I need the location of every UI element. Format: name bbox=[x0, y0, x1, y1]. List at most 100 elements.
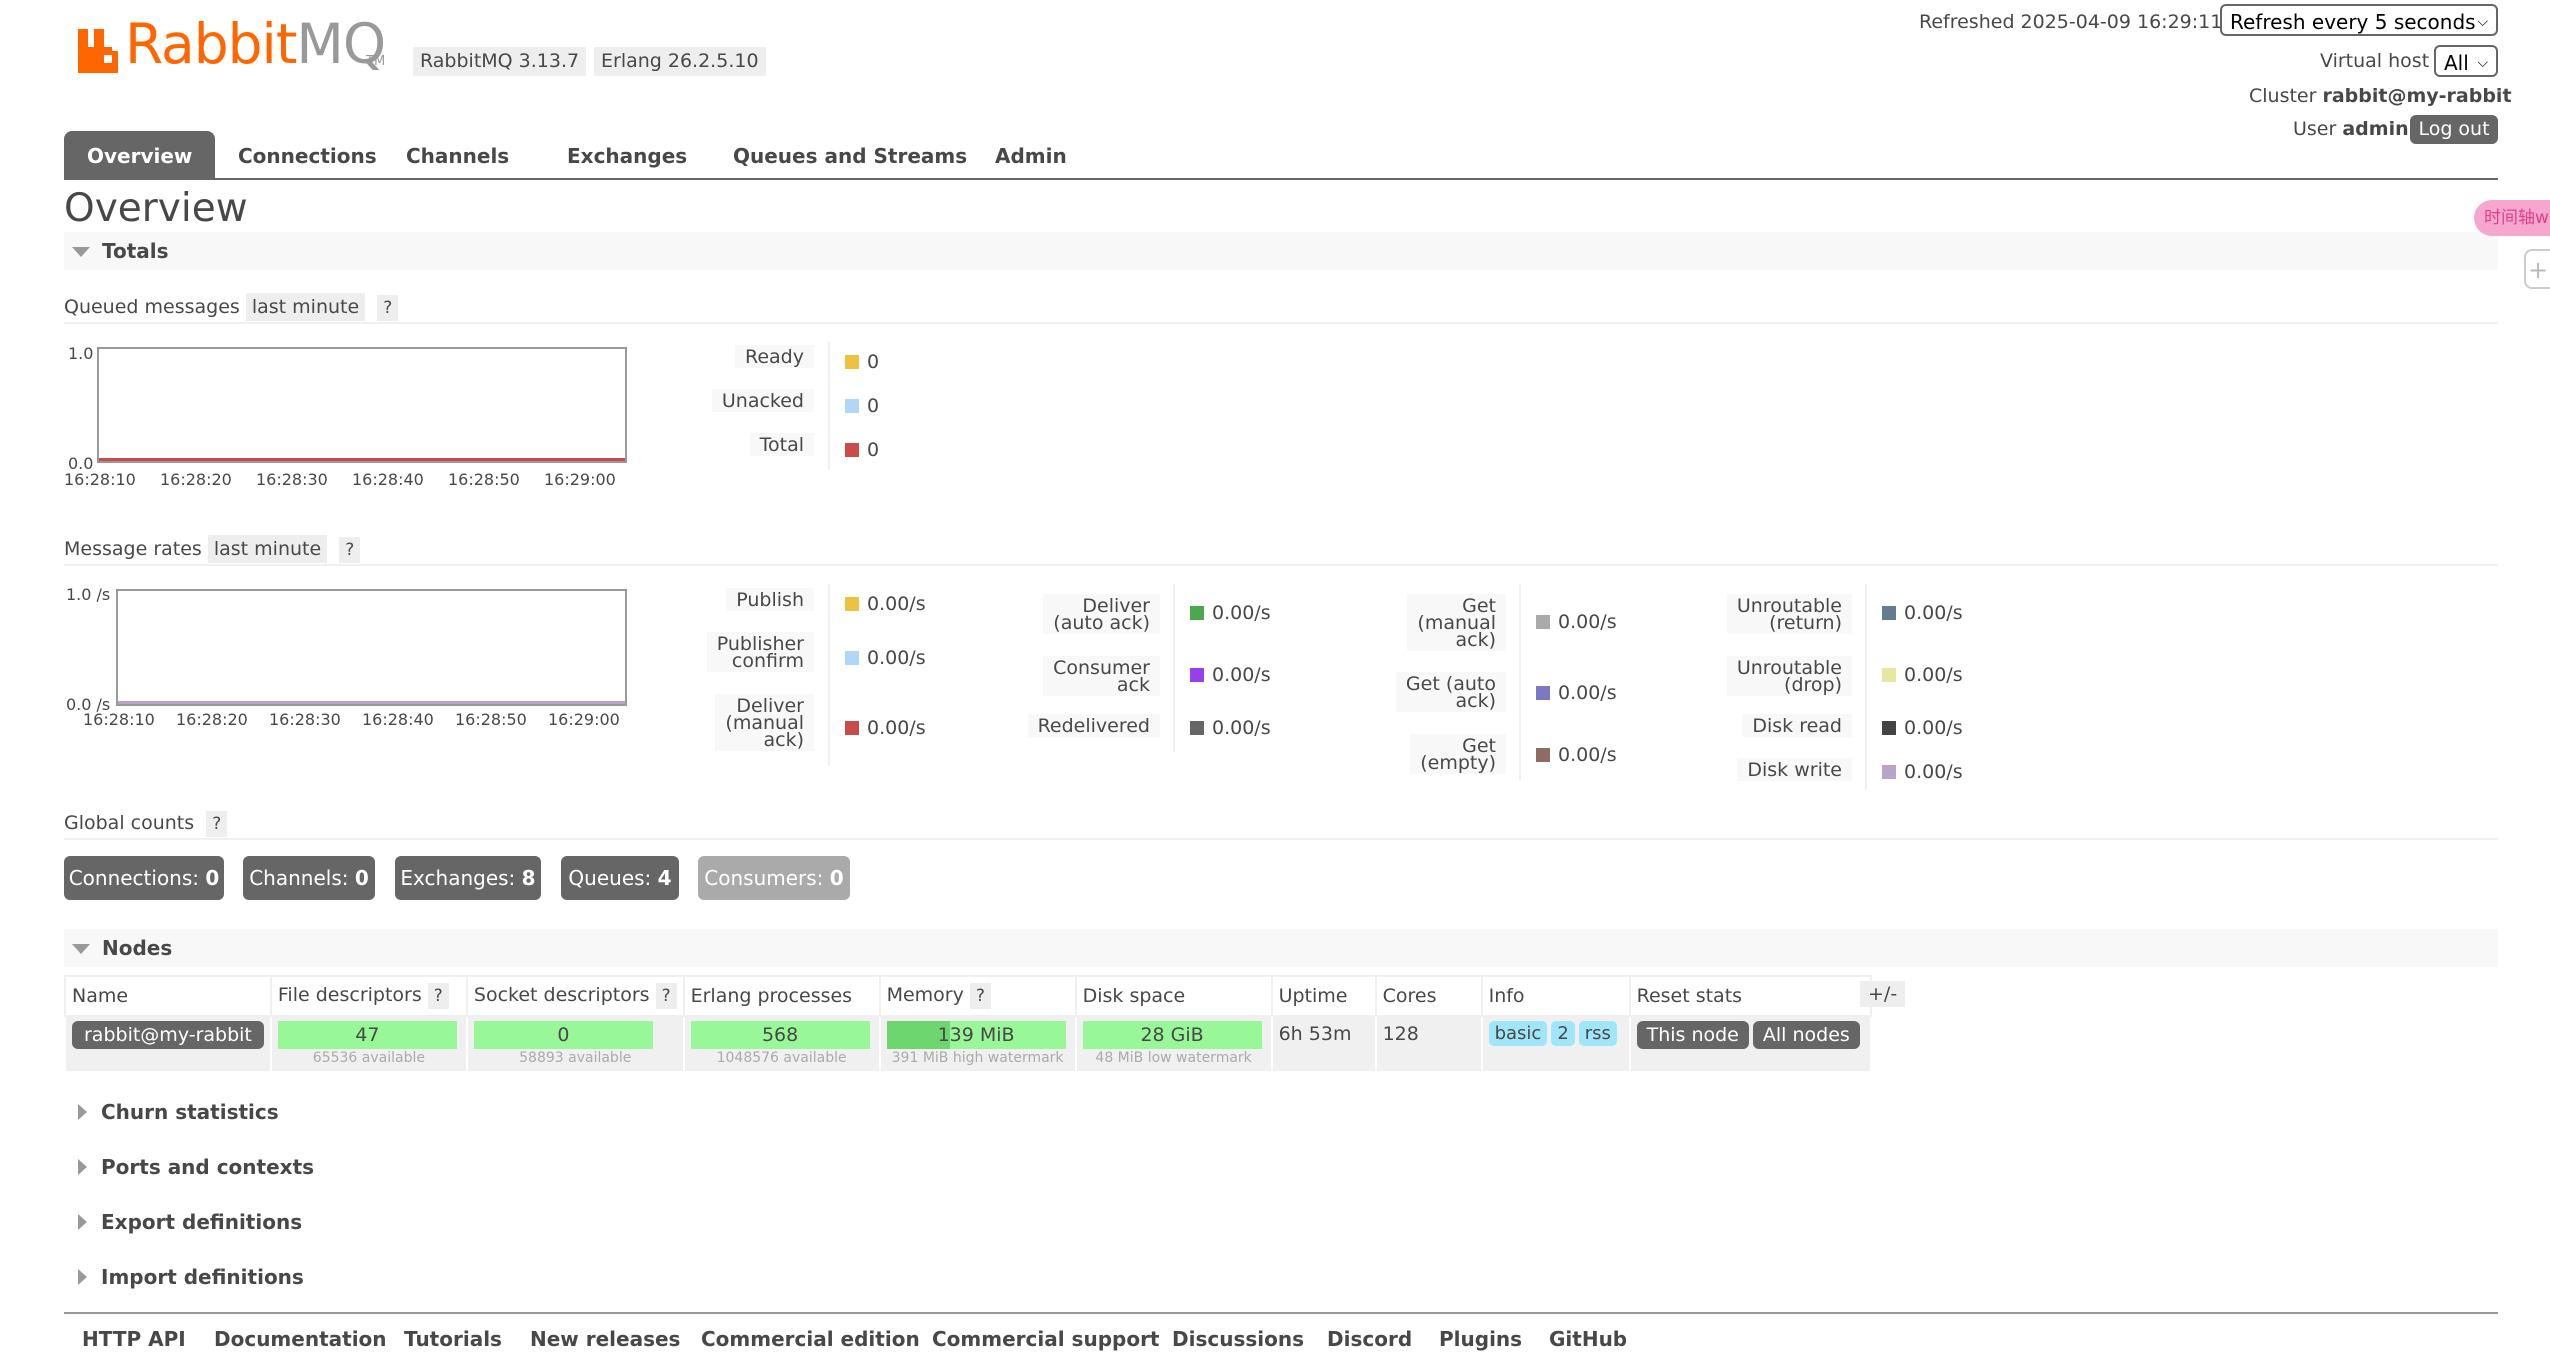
get-empty-swatch bbox=[1536, 748, 1550, 762]
footer-link-new-releases[interactable]: New releases bbox=[530, 1327, 681, 1351]
publisher-confirm-swatch bbox=[845, 651, 859, 665]
consumers-count-button[interactable]: Consumers: 0 bbox=[698, 856, 850, 900]
tab-overview[interactable]: Overview bbox=[64, 131, 216, 179]
rates-range-toggle[interactable]: last minute bbox=[207, 535, 328, 563]
queues-count-button[interactable]: Queues: 4 bbox=[561, 856, 679, 900]
erlang-processes-bar: 568 bbox=[690, 1021, 870, 1049]
table-header-row: Name File descriptors? Socket descriptor… bbox=[64, 975, 1872, 1017]
socket-descriptors-help-button[interactable]: ? bbox=[655, 983, 677, 1009]
nodes-section-header[interactable]: Nodes bbox=[64, 929, 2498, 967]
footer-divider bbox=[64, 1312, 2498, 1314]
legend-separator bbox=[1865, 584, 1867, 790]
col-socket-descriptors: Socket descriptors? bbox=[465, 975, 685, 1017]
message-rates-heading: Message rates last minute ? bbox=[64, 535, 361, 563]
col-erlang-processes: Erlang processes bbox=[682, 975, 881, 1017]
footer-link-github[interactable]: GitHub bbox=[1549, 1327, 1628, 1351]
chevron-down-icon: ⌵ bbox=[2477, 55, 2488, 71]
logo-text: RabbitMQ bbox=[125, 12, 386, 76]
legend-deliver-manual-value: 0.00/s bbox=[845, 718, 926, 738]
memory-help-button[interactable]: ? bbox=[969, 983, 991, 1009]
queued-chart-ymin: 0.0 bbox=[68, 454, 94, 473]
legend-get-auto-value: 0.00/s bbox=[1536, 683, 1617, 703]
cell-name: rabbit@my-rabbit bbox=[64, 1015, 272, 1073]
footer-link-commercial-edition[interactable]: Commercial edition bbox=[701, 1327, 920, 1351]
footer-link-discussions[interactable]: Discussions bbox=[1172, 1327, 1305, 1351]
cell-reset-stats: This node All nodes bbox=[1628, 1015, 1872, 1073]
erlang-processes-available: 1048576 available bbox=[716, 1050, 847, 1066]
disk-space-watermark: 48 MiB low watermark bbox=[1095, 1050, 1252, 1066]
col-uptime: Uptime bbox=[1270, 975, 1377, 1017]
legend-disk-read-value: 0.00/s bbox=[1882, 718, 1963, 738]
get-manual-swatch bbox=[1536, 615, 1550, 629]
queued-range-toggle[interactable]: last minute bbox=[245, 293, 366, 321]
channels-count-button[interactable]: Channels: 0 bbox=[243, 856, 375, 900]
queued-help-button[interactable]: ? bbox=[377, 295, 399, 321]
virtual-host-select[interactable]: All ⌵ bbox=[2434, 45, 2498, 77]
file-descriptors-help-button[interactable]: ? bbox=[427, 983, 449, 1009]
message-rates-chart bbox=[116, 589, 627, 706]
cell-info: basic 2 rss bbox=[1480, 1015, 1631, 1073]
footer-link-commercial-support[interactable]: Commercial support bbox=[932, 1327, 1160, 1351]
refreshed-label: Refreshed 2025-04-09 16:29:11 bbox=[1919, 11, 2223, 33]
export-definitions-section[interactable]: Export definitions bbox=[64, 1210, 302, 1234]
collapse-triangle-icon bbox=[72, 246, 90, 257]
legend-get-manual-value: 0.00/s bbox=[1536, 612, 1617, 632]
add-icon[interactable]: + bbox=[2524, 249, 2550, 289]
legend-disk-read-label: Disk read bbox=[1742, 714, 1852, 737]
legend-publisher-confirm-value: 0.00/s bbox=[845, 648, 926, 668]
divider bbox=[64, 322, 2498, 324]
erlang-version-badge: Erlang 26.2.5.10 bbox=[594, 47, 766, 76]
churn-statistics-section[interactable]: Churn statistics bbox=[64, 1100, 279, 1124]
legend-get-empty-value: 0.00/s bbox=[1536, 745, 1617, 765]
legend-separator bbox=[828, 584, 830, 766]
x-tick: 16:28:20 bbox=[176, 710, 248, 729]
footer-link-discord[interactable]: Discord bbox=[1327, 1327, 1413, 1351]
cluster-info: Cluster rabbit@my-rabbit bbox=[2249, 85, 2512, 107]
rates-chart-ymin: 0.0 /s bbox=[66, 695, 111, 714]
legend-consumer-ack-value: 0.00/s bbox=[1190, 665, 1271, 685]
logout-button[interactable]: Log out bbox=[2410, 115, 2498, 144]
global-counts-help-button[interactable]: ? bbox=[206, 811, 228, 837]
divider bbox=[64, 564, 2498, 566]
node-name-link[interactable]: rabbit@my-rabbit bbox=[72, 1021, 264, 1049]
ports-and-contexts-section[interactable]: Ports and contexts bbox=[64, 1155, 314, 1179]
legend-unroutable-drop-value: 0.00/s bbox=[1882, 665, 1963, 685]
connections-count-button[interactable]: Connections: 0 bbox=[64, 856, 224, 900]
rates-chart-xaxis: 16:28:10 16:28:20 16:28:30 16:28:40 16:2… bbox=[83, 710, 683, 732]
exchanges-count-button[interactable]: Exchanges: 8 bbox=[395, 856, 541, 900]
legend-redelivered-value: 0.00/s bbox=[1190, 718, 1271, 738]
columns-toggle-button[interactable]: +/- bbox=[1860, 981, 1906, 1007]
tab-channels[interactable]: Channels bbox=[406, 144, 510, 168]
tab-connections[interactable]: Connections bbox=[238, 144, 377, 168]
refresh-interval-select[interactable]: Refresh every 5 seconds ⌵ bbox=[2220, 4, 2498, 36]
info-basic-badge: basic bbox=[1488, 1021, 1548, 1046]
footer-link-tutorials[interactable]: Tutorials bbox=[404, 1327, 502, 1351]
reset-this-node-button[interactable]: This node bbox=[1636, 1021, 1749, 1049]
virtual-host-label: Virtual host bbox=[2320, 50, 2430, 72]
cell-socket-descriptors: 0 58893 available bbox=[465, 1015, 685, 1073]
legend-consumer-ack-label: Consumer ack bbox=[1043, 656, 1160, 696]
publish-swatch bbox=[845, 597, 859, 611]
tab-admin[interactable]: Admin bbox=[995, 144, 1067, 168]
footer-link-documentation[interactable]: Documentation bbox=[214, 1327, 387, 1351]
timeline-side-tab[interactable]: 时间轴w bbox=[2474, 200, 2550, 236]
chevron-down-icon: ⌵ bbox=[2477, 14, 2488, 30]
user-info: User admin bbox=[2293, 118, 2409, 140]
legend-deliver-auto-value: 0.00/s bbox=[1190, 603, 1271, 623]
memory-bar-fill bbox=[886, 1021, 951, 1049]
unroutable-drop-swatch bbox=[1882, 668, 1896, 682]
unroutable-return-swatch bbox=[1882, 606, 1896, 620]
footer-link-plugins[interactable]: Plugins bbox=[1439, 1327, 1523, 1351]
totals-section-header[interactable]: Totals bbox=[64, 232, 2498, 270]
rates-help-button[interactable]: ? bbox=[339, 537, 361, 563]
legend-get-empty-label: Get (empty) bbox=[1410, 734, 1506, 774]
tab-exchanges[interactable]: Exchanges bbox=[567, 144, 688, 168]
legend-separator bbox=[828, 342, 830, 470]
cell-disk-space: 28 GiB 48 MiB low watermark bbox=[1074, 1015, 1273, 1073]
tab-queues-and-streams[interactable]: Queues and Streams bbox=[733, 144, 968, 168]
disk-space-bar: 28 GiB bbox=[1082, 1021, 1262, 1049]
footer-link-http-api[interactable]: HTTP API bbox=[82, 1327, 186, 1351]
col-name: Name bbox=[64, 975, 272, 1017]
import-definitions-section[interactable]: Import definitions bbox=[64, 1265, 304, 1289]
reset-all-nodes-button[interactable]: All nodes bbox=[1752, 1021, 1860, 1049]
